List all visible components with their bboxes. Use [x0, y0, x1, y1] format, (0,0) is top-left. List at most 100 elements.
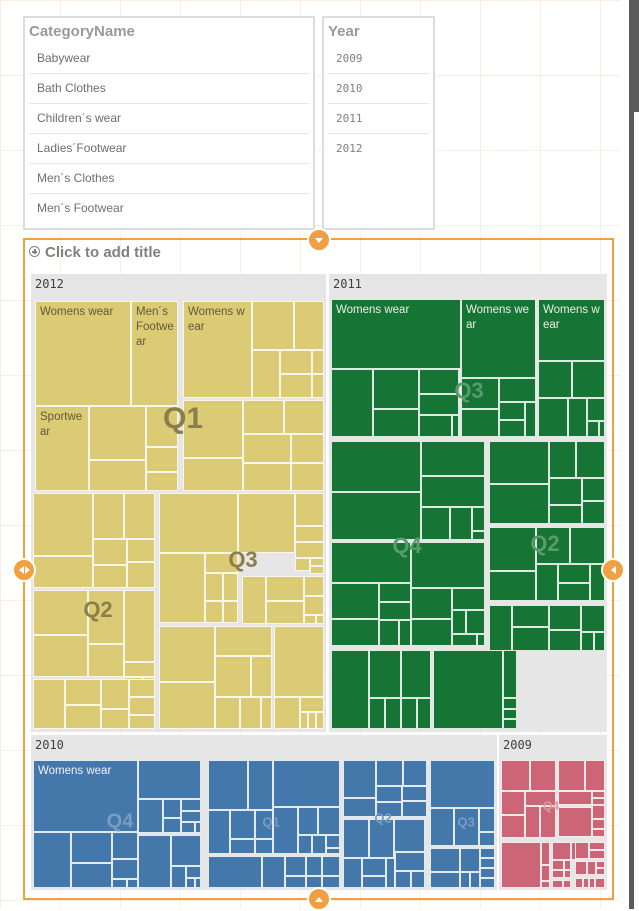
- treemap-tile[interactable]: [558, 760, 585, 791]
- treemap-tile[interactable]: [71, 832, 112, 863]
- treemap-tile[interactable]: [552, 842, 571, 860]
- treemap-tile[interactable]: [558, 583, 590, 601]
- treemap-tile[interactable]: [592, 791, 605, 798]
- treemap-tile[interactable]: [33, 493, 93, 556]
- treemap-tile[interactable]: [480, 848, 495, 858]
- treemap-tile[interactable]: [419, 394, 459, 415]
- treemap-tile[interactable]: [489, 605, 512, 651]
- treemap-tile[interactable]: [208, 856, 262, 888]
- treemap-tile[interactable]: [430, 848, 460, 872]
- treemap-tile[interactable]: [242, 576, 266, 624]
- treemap-tile[interactable]: [230, 810, 255, 839]
- treemap-tile[interactable]: [101, 679, 129, 709]
- treemap-tile[interactable]: [208, 760, 248, 810]
- treemap-tile[interactable]: [589, 842, 605, 850]
- treemap-tile[interactable]: [112, 832, 138, 859]
- treemap-tile[interactable]: [501, 842, 541, 888]
- filter-item[interactable]: Ladies´Footwear: [29, 134, 309, 164]
- treemap-tile[interactable]: [540, 806, 556, 838]
- treemap-tile[interactable]: [238, 493, 295, 553]
- treemap-tile[interactable]: [558, 564, 590, 583]
- treemap-tile[interactable]: [376, 760, 403, 786]
- treemap-tile[interactable]: [215, 626, 272, 656]
- year-filter-pane[interactable]: Year 2009 2010 2011 2012: [322, 16, 435, 230]
- treemap-tile[interactable]: [129, 679, 155, 697]
- treemap-tile[interactable]: [88, 644, 124, 677]
- treemap-tile[interactable]: [262, 856, 285, 888]
- treemap-tile[interactable]: [430, 808, 454, 846]
- treemap-tile[interactable]: [205, 553, 238, 573]
- treemap-tile[interactable]: [386, 858, 395, 888]
- treemap-tile[interactable]: [304, 576, 324, 596]
- treemap-tile[interactable]: [101, 709, 129, 729]
- treemap-tile[interactable]: [461, 409, 499, 437]
- filter-item[interactable]: Babywear: [29, 44, 309, 74]
- treemap-tile[interactable]: [312, 350, 324, 374]
- year-group-2009[interactable]: 2009 Q4: [499, 735, 607, 890]
- treemap-tile[interactable]: [112, 879, 127, 888]
- treemap-tile[interactable]: [183, 458, 243, 491]
- treemap-tile[interactable]: [295, 526, 324, 542]
- treemap-tile[interactable]: [127, 539, 155, 562]
- treemap-tile[interactable]: Womens wear: [33, 760, 138, 832]
- treemap-tile[interactable]: [33, 832, 71, 888]
- treemap-tile[interactable]: Womens wear: [461, 299, 536, 378]
- quarter-group[interactable]: Womens wear Womens wear Womens wear Q3: [331, 299, 605, 437]
- treemap-tile[interactable]: [298, 807, 318, 835]
- treemap-tile[interactable]: [280, 350, 312, 374]
- treemap-tile[interactable]: [124, 590, 155, 662]
- treemap-tile[interactable]: [552, 880, 563, 888]
- treemap-tile[interactable]: [304, 615, 316, 624]
- treemap-tile[interactable]: [274, 697, 300, 729]
- treemap-tile[interactable]: [536, 527, 570, 564]
- treemap-tile[interactable]: [558, 791, 592, 805]
- treemap-tile[interactable]: [575, 861, 587, 875]
- treemap-tile[interactable]: [331, 492, 421, 540]
- treemap-tile[interactable]: [430, 760, 495, 808]
- treemap-tile[interactable]: [470, 872, 480, 888]
- treemap-tile[interactable]: [479, 808, 495, 832]
- treemap-tile[interactable]: [568, 398, 587, 437]
- treemap-tile[interactable]: [549, 478, 582, 505]
- treemap-tile[interactable]: [159, 682, 215, 729]
- treemap-tile[interactable]: [295, 542, 324, 558]
- treemap-tile[interactable]: [331, 650, 369, 729]
- treemap-tile[interactable]: [460, 848, 480, 872]
- treemap-tile[interactable]: [541, 842, 550, 865]
- treemap-tile[interactable]: [552, 870, 564, 878]
- treemap-tile[interactable]: [379, 620, 399, 646]
- treemap-tile[interactable]: [401, 698, 417, 729]
- treemap-tile[interactable]: [501, 791, 525, 815]
- filter-item[interactable]: 2012: [336, 142, 363, 155]
- filter-item[interactable]: Men´s Footwear: [37, 201, 124, 215]
- treemap-tile[interactable]: [223, 573, 238, 601]
- treemap-tile[interactable]: [230, 839, 255, 854]
- resize-handle-left[interactable]: [12, 558, 36, 582]
- treemap-tile[interactable]: [564, 860, 571, 870]
- treemap-tile[interactable]: Womens wear: [35, 301, 131, 406]
- treemap-tile[interactable]: [326, 848, 340, 854]
- filter-item[interactable]: 2011: [328, 104, 429, 134]
- treemap-tile[interactable]: [291, 434, 324, 463]
- treemap-tile[interactable]: [316, 615, 324, 624]
- treemap-tile[interactable]: [326, 835, 340, 848]
- treemap-tile[interactable]: [479, 832, 495, 846]
- treemap-tile[interactable]: [280, 374, 312, 398]
- treemap-tile[interactable]: [243, 463, 291, 491]
- treemap-tile[interactable]: [503, 709, 517, 719]
- treemap-tile[interactable]: [399, 620, 411, 646]
- treemap-tile[interactable]: [159, 493, 238, 553]
- treemap-tile[interactable]: [499, 402, 525, 420]
- treemap-tile[interactable]: [285, 856, 306, 876]
- treemap-tile[interactable]: [395, 852, 425, 871]
- treemap-tile[interactable]: [589, 878, 595, 888]
- filter-item[interactable]: 2010: [328, 74, 429, 104]
- quarter-group[interactable]: Q4: [501, 760, 605, 888]
- treemap-tile[interactable]: [581, 632, 594, 651]
- treemap-tile[interactable]: [594, 632, 605, 651]
- quarter-group[interactable]: Q2: [33, 493, 155, 729]
- treemap-tile[interactable]: [65, 705, 101, 729]
- treemap-tile[interactable]: [411, 871, 425, 888]
- treemap-tile[interactable]: [322, 876, 340, 888]
- treemap-tile[interactable]: [266, 576, 304, 601]
